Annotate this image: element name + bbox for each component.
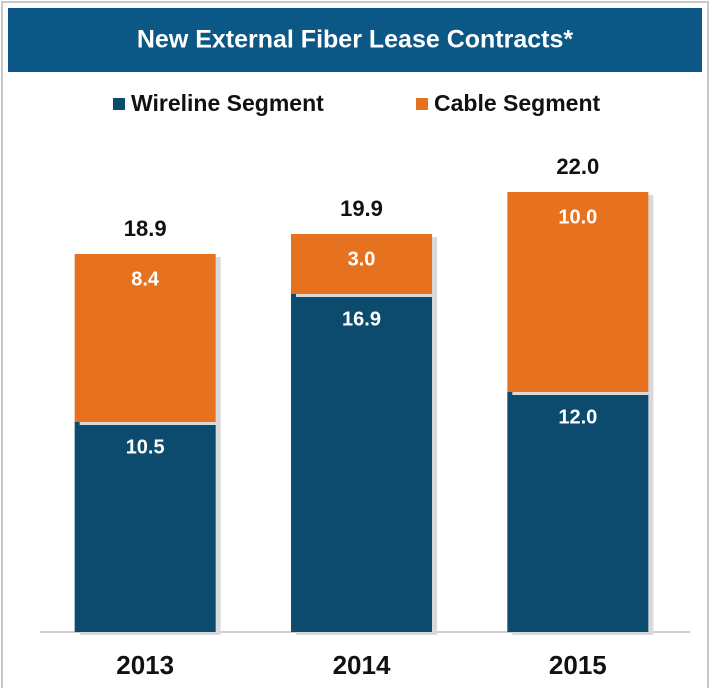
bar-segment bbox=[507, 192, 649, 392]
x-tick-label: 2015 bbox=[549, 650, 607, 680]
x-tick-label: 2014 bbox=[333, 650, 391, 680]
value-label: 8.4 bbox=[131, 268, 160, 290]
bar-segment bbox=[507, 392, 649, 632]
bar-segment bbox=[291, 294, 432, 632]
total-label: 19.9 bbox=[340, 196, 383, 221]
value-label: 12.0 bbox=[558, 406, 597, 428]
bar-segment bbox=[291, 234, 432, 294]
value-label: 10.5 bbox=[126, 436, 165, 458]
total-label: 22.0 bbox=[556, 154, 599, 179]
x-tick-label: 2013 bbox=[116, 650, 174, 680]
chart-title: New External Fiber Lease Contracts* bbox=[137, 26, 574, 54]
title-bar bbox=[8, 8, 702, 72]
legend-label: Wireline Segment bbox=[131, 90, 324, 116]
value-label: 16.9 bbox=[342, 308, 381, 330]
value-label: 3.0 bbox=[348, 248, 376, 270]
bar-segment bbox=[74, 254, 216, 422]
bar-segment bbox=[74, 422, 216, 632]
value-label: 10.0 bbox=[558, 206, 597, 228]
total-label: 18.9 bbox=[124, 216, 167, 241]
legend-swatch bbox=[113, 98, 125, 110]
legend-label: Cable Segment bbox=[434, 90, 600, 116]
legend-swatch bbox=[416, 98, 428, 110]
